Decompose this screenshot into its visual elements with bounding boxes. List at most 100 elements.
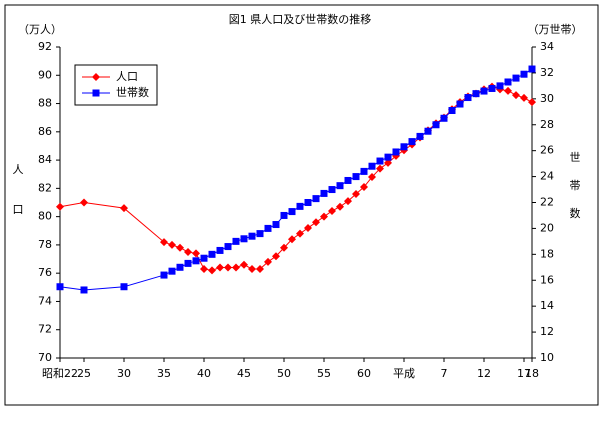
data-point [56, 283, 64, 291]
data-point [504, 86, 512, 95]
data-point [296, 229, 304, 238]
data-point [80, 286, 88, 294]
data-point [344, 197, 352, 206]
data-point [408, 138, 416, 146]
data-point [280, 243, 288, 252]
data-point [304, 199, 312, 206]
data-point [392, 148, 400, 156]
data-point [192, 257, 200, 265]
x-tick-label: 昭和22 [42, 367, 78, 380]
data-point [504, 78, 512, 86]
data-point [432, 121, 440, 129]
y-tick-label: 74 [38, 294, 52, 307]
data-point [320, 212, 328, 221]
y-tick-label: 84 [38, 153, 52, 166]
y-unit: （万人） [18, 23, 62, 36]
data-point [304, 223, 312, 232]
x-tick-label: 55 [317, 367, 331, 380]
y2-tick-label: 34 [540, 40, 554, 53]
data-point [376, 164, 384, 173]
y-label: 口 [13, 203, 24, 216]
x-tick-label: 17 [517, 367, 531, 380]
data-point [344, 176, 352, 184]
y-tick-label: 88 [38, 97, 52, 110]
data-point [208, 250, 216, 258]
y2-tick-label: 16 [540, 273, 554, 286]
x-tick-label: 18 [525, 367, 539, 380]
data-point [352, 173, 360, 181]
series-line [59, 86, 533, 271]
data-point [520, 70, 528, 78]
data-point [496, 82, 504, 90]
data-point [216, 246, 224, 254]
data-point [352, 190, 360, 199]
data-point [360, 167, 368, 175]
y-tick-label: 80 [38, 210, 52, 223]
data-point [360, 182, 368, 191]
legend-marker [92, 89, 100, 97]
y-tick-label: 70 [38, 351, 52, 364]
legend-box [74, 64, 158, 106]
y2-tick-label: 14 [540, 299, 554, 312]
y-label: 人 [13, 163, 24, 176]
data-point [528, 98, 536, 107]
data-point [272, 221, 280, 229]
data-point [456, 100, 464, 108]
y2-label: 数 [570, 207, 581, 220]
data-point [160, 238, 168, 247]
data-point [216, 263, 224, 272]
chart-title: 図1 県人口及び世帯数の推移 [229, 12, 372, 26]
data-point [520, 93, 528, 102]
data-point [256, 230, 264, 238]
data-point [160, 271, 168, 279]
x-tick-label: 平成 [393, 367, 415, 380]
legend-label: 人口 [116, 70, 138, 83]
data-point [320, 189, 328, 197]
y2-tick-label: 18 [540, 247, 554, 260]
y2-tick-label: 30 [540, 92, 554, 105]
data-point [224, 243, 232, 251]
data-point [192, 249, 200, 258]
data-point [488, 84, 496, 92]
data-point [288, 208, 296, 216]
data-point [184, 247, 192, 256]
data-point [368, 173, 376, 182]
data-point [184, 259, 192, 267]
data-point [272, 252, 280, 261]
data-point [512, 91, 520, 100]
data-point [176, 243, 184, 252]
data-point [208, 266, 216, 275]
x-tick-label: 60 [357, 367, 371, 380]
x-tick-label: 30 [117, 367, 131, 380]
data-point [200, 264, 208, 273]
data-point [448, 106, 456, 114]
y-tick-label: 72 [38, 323, 52, 336]
data-point [312, 218, 320, 227]
data-point [512, 74, 520, 82]
data-point [312, 195, 320, 203]
x-tick-label: 35 [157, 367, 171, 380]
data-point [200, 254, 208, 262]
x-tick-label: 45 [237, 367, 251, 380]
y2-label: 帯 [570, 179, 581, 192]
y2-tick-label: 22 [540, 196, 554, 209]
data-point [248, 264, 256, 273]
data-point [464, 94, 472, 102]
data-point [232, 237, 240, 245]
y2-tick-label: 12 [540, 325, 554, 338]
y-tick-label: 82 [38, 181, 52, 194]
x-tick-label: 7 [441, 367, 448, 380]
y2-tick-label: 26 [540, 144, 554, 157]
y2-label: 世 [570, 151, 581, 164]
legend-label: 世帯数 [116, 86, 149, 99]
data-point [56, 202, 64, 211]
y2-unit: （万世帯） [528, 23, 583, 36]
data-point [416, 132, 424, 140]
x-tick-label: 40 [197, 367, 211, 380]
data-point [440, 114, 448, 122]
data-point [248, 232, 256, 240]
y-tick-label: 92 [38, 40, 52, 53]
data-point [120, 204, 128, 213]
y-tick-label: 76 [38, 266, 52, 279]
